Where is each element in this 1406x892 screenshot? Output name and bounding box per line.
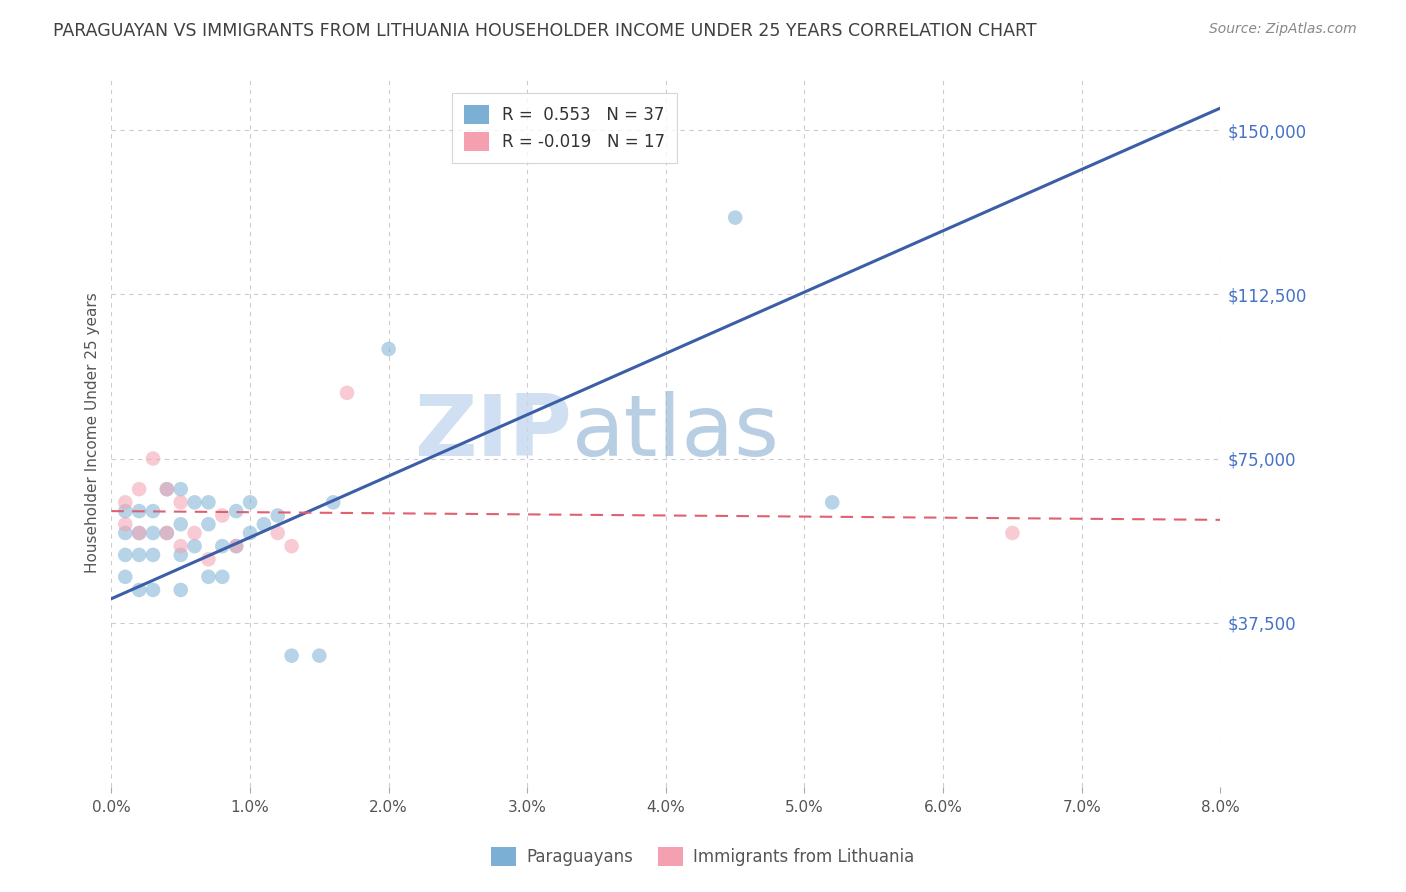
Point [197, 552, 219, 566]
Point [197, 517, 219, 532]
Point [211, 570, 233, 584]
Point [114, 495, 136, 509]
Point [267, 526, 290, 541]
Point [239, 526, 262, 541]
Point [156, 482, 179, 496]
Point [142, 504, 165, 518]
Point [170, 539, 193, 553]
Point [170, 517, 193, 532]
Point [170, 548, 193, 562]
Point [128, 526, 150, 541]
Text: Source: ZipAtlas.com: Source: ZipAtlas.com [1209, 22, 1357, 37]
Point [308, 648, 330, 663]
Point [183, 539, 205, 553]
Point [377, 342, 399, 356]
Point [142, 548, 165, 562]
Legend: R =  0.553   N = 37, R = -0.019   N = 17: R = 0.553 N = 37, R = -0.019 N = 17 [453, 93, 678, 163]
Point [142, 526, 165, 541]
Point [724, 211, 747, 225]
Point [267, 508, 290, 523]
Point [280, 648, 302, 663]
Point [142, 582, 165, 597]
Point [183, 526, 205, 541]
Point [170, 495, 193, 509]
Point [211, 508, 233, 523]
Point [142, 451, 165, 466]
Point [114, 570, 136, 584]
Legend: Paraguayans, Immigrants from Lithuania: Paraguayans, Immigrants from Lithuania [485, 840, 921, 873]
Point [128, 548, 150, 562]
Point [821, 495, 844, 509]
Text: atlas: atlas [572, 391, 779, 474]
Point [114, 504, 136, 518]
Point [1001, 526, 1024, 541]
Point [197, 495, 219, 509]
Point [114, 517, 136, 532]
Point [128, 482, 150, 496]
Point [128, 526, 150, 541]
Point [253, 517, 276, 532]
Y-axis label: Householder Income Under 25 years: Householder Income Under 25 years [86, 292, 100, 573]
Text: PARAGUAYAN VS IMMIGRANTS FROM LITHUANIA HOUSEHOLDER INCOME UNDER 25 YEARS CORREL: PARAGUAYAN VS IMMIGRANTS FROM LITHUANIA … [53, 22, 1038, 40]
Point [156, 526, 179, 541]
Point [183, 495, 205, 509]
Point [239, 495, 262, 509]
Point [197, 570, 219, 584]
Point [170, 582, 193, 597]
Point [156, 482, 179, 496]
Point [225, 504, 247, 518]
Point [225, 539, 247, 553]
Point [128, 582, 150, 597]
Point [322, 495, 344, 509]
Point [211, 539, 233, 553]
Point [156, 526, 179, 541]
Point [114, 548, 136, 562]
Point [225, 539, 247, 553]
Point [336, 385, 359, 400]
Text: ZIP: ZIP [413, 391, 572, 474]
Point [170, 482, 193, 496]
Point [280, 539, 302, 553]
Point [114, 526, 136, 541]
Point [128, 504, 150, 518]
